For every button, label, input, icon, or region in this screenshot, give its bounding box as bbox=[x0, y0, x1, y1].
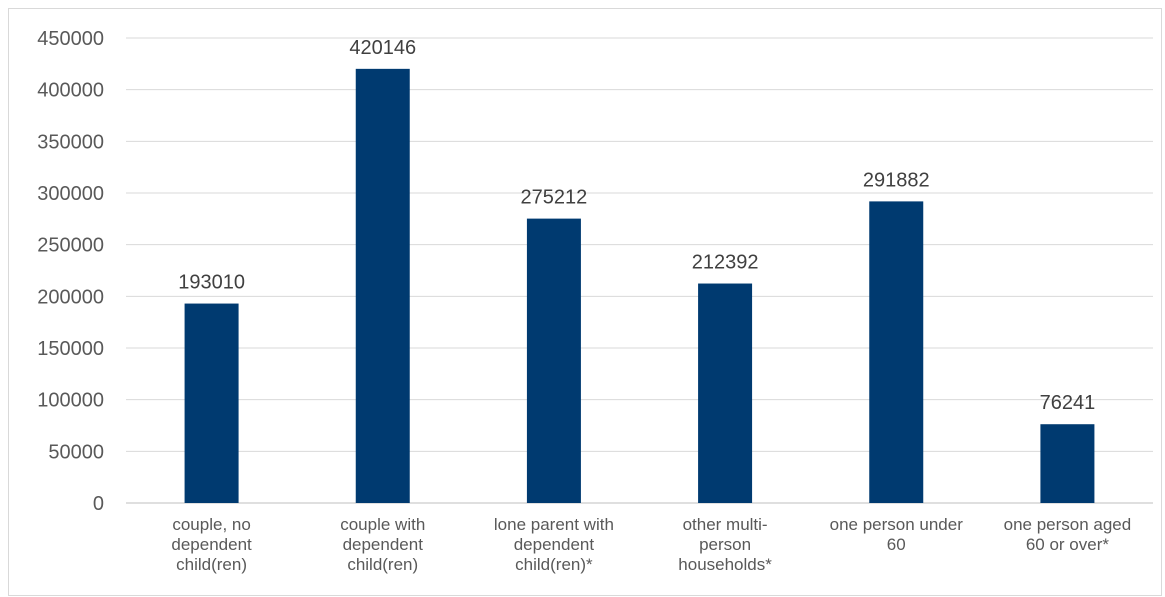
data-label: 291882 bbox=[863, 169, 930, 191]
y-tick-label: 200000 bbox=[37, 286, 104, 308]
category-label: couple, no dependent child(ren) bbox=[171, 515, 252, 574]
category-label-line: other multi- bbox=[683, 515, 768, 534]
data-labels: 193010 420146 275212 212392 291882 76241 bbox=[178, 37, 1095, 414]
y-tick-label: 350000 bbox=[37, 131, 104, 153]
y-tick-label: 100000 bbox=[37, 390, 104, 412]
bar bbox=[869, 201, 924, 503]
y-tick-label: 0 bbox=[93, 493, 104, 515]
category-label-line: 60 bbox=[887, 535, 906, 554]
y-tick-label: 400000 bbox=[37, 80, 104, 102]
y-tick-label: 300000 bbox=[37, 183, 104, 205]
bar bbox=[355, 68, 410, 504]
category-label: one person aged 60 or over* bbox=[1004, 515, 1132, 554]
category-label-line: households* bbox=[678, 555, 772, 574]
data-label: 193010 bbox=[178, 272, 245, 294]
y-tick-label: 50000 bbox=[48, 441, 104, 463]
bar bbox=[526, 218, 581, 504]
bar bbox=[698, 283, 753, 503]
y-tick-label: 250000 bbox=[37, 235, 104, 257]
y-tick-label: 150000 bbox=[37, 338, 104, 360]
category-label-line: person bbox=[699, 535, 751, 554]
data-label: 76241 bbox=[1040, 392, 1096, 414]
data-label: 420146 bbox=[349, 37, 416, 59]
category-label-line: child(ren)* bbox=[515, 555, 593, 574]
category-label-line: dependent bbox=[171, 535, 252, 554]
category-label-line: child(ren) bbox=[347, 555, 418, 574]
category-label: other multi-person households* bbox=[678, 515, 772, 574]
category-label-line: dependent bbox=[514, 535, 595, 554]
category-label-line: couple, no bbox=[172, 515, 250, 534]
y-tick-label: 450000 bbox=[37, 28, 104, 50]
category-label-line: one person aged bbox=[1004, 515, 1132, 534]
category-label-line: child(ren) bbox=[176, 555, 247, 574]
x-axis-categories: couple, no dependent child(ren)couple with… bbox=[171, 515, 1131, 574]
bar bbox=[184, 303, 239, 503]
category-label-line: lone parent with bbox=[494, 515, 614, 534]
category-label: lone parent with dependent child(ren)* bbox=[494, 515, 614, 574]
category-label-line: dependent bbox=[343, 535, 424, 554]
category-label: couple with dependent child(ren) bbox=[340, 515, 425, 574]
bar bbox=[1040, 424, 1095, 503]
data-label: 212392 bbox=[692, 252, 759, 274]
category-label: one person under 60 bbox=[830, 515, 964, 554]
data-label: 275212 bbox=[521, 187, 588, 209]
gridlines bbox=[126, 37, 1153, 504]
category-label-line: one person under bbox=[830, 515, 964, 534]
bars bbox=[184, 68, 1095, 504]
y-axis-ticks: 0 50000 100000 150000 200000 250000 300000 3500… bbox=[37, 28, 104, 515]
category-label-line: couple with bbox=[340, 515, 425, 534]
category-label-line: 60 or over* bbox=[1026, 535, 1110, 554]
